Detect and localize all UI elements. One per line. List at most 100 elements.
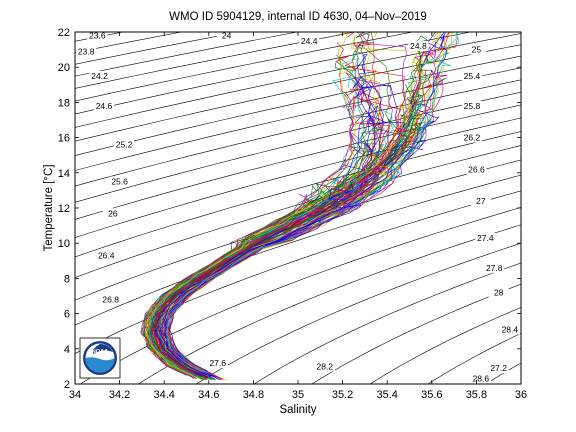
contour-label: 25 — [472, 45, 482, 55]
contour-label-bg — [87, 30, 108, 41]
contour-label-bg — [299, 35, 320, 46]
y-tick-label: 18 — [58, 97, 70, 109]
contour-label-bg — [216, 30, 237, 41]
contour-label-bg — [114, 139, 135, 150]
ts-profile-line — [166, 162, 406, 374]
ts-profile-line — [149, 54, 366, 381]
isopycnal-line — [195, 242, 521, 384]
isopycnal-line — [553, 0, 576, 419]
contour-label-bg — [499, 324, 520, 335]
ts-profile-line — [150, 167, 385, 377]
contour-label-bg — [93, 100, 114, 111]
contour-label: 28.4 — [502, 324, 519, 334]
contour-label-bg — [89, 71, 110, 81]
contour-label: 26.6 — [468, 164, 485, 174]
contour-label-bg — [470, 195, 491, 206]
contour-label-bg — [470, 373, 491, 384]
y-tick-label: 12 — [58, 203, 70, 215]
isopycnal-line — [75, 32, 357, 89]
contour-label-bg — [488, 287, 509, 298]
ts-profile-line — [158, 34, 448, 375]
contour-label: 26 — [108, 208, 118, 218]
contour-label-bg — [475, 232, 496, 243]
x-tick-label: 35.2 — [332, 389, 353, 401]
axes-ticks: 34 34.2 34.4 34.6 34.8 35 35.2 35.4 35.6 35.8 3624… — [58, 27, 527, 401]
x-axis-label: Salinity — [279, 404, 317, 416]
contour-label-bg — [314, 361, 335, 372]
isopycnal-line — [427, 332, 521, 384]
x-tick-label: 36 — [515, 389, 527, 401]
ts-profile-line — [153, 146, 414, 371]
contour-label: 24.6 — [96, 101, 113, 111]
contour-label-bg — [207, 357, 228, 368]
contour-label: 27.6 — [209, 358, 226, 368]
contour-label-bg — [76, 46, 97, 57]
isopycnal-line — [75, 33, 521, 128]
contour-label-bg — [466, 44, 487, 55]
y-tick-label: 2 — [64, 379, 70, 391]
isopycnal-line — [75, 32, 415, 102]
contour-label: 24 — [222, 31, 232, 41]
isopycnal-line — [137, 224, 521, 384]
ts-profile-line — [168, 193, 362, 372]
isopycnal-line — [75, 32, 299, 77]
contour-label-bg — [100, 294, 121, 305]
x-tick-label: 35.6 — [421, 389, 442, 401]
isopycnal-line — [0, 0, 83, 419]
contour-label: 23.8 — [78, 46, 95, 56]
isopycnal-line — [75, 55, 521, 156]
contour-label: 27.8 — [486, 263, 503, 273]
contour-label: 27 — [476, 196, 486, 206]
contour-label: 25.6 — [111, 177, 128, 187]
contour-label: 28 — [494, 287, 504, 297]
y-tick-label: 8 — [64, 273, 70, 285]
contour-label: 28.6 — [473, 374, 490, 384]
contour-label: 28.2 — [316, 361, 333, 371]
isopycnal-line — [75, 104, 521, 220]
ts-profile-line — [157, 183, 352, 374]
x-tick-label: 34.4 — [153, 389, 174, 401]
contour-label: 24.8 — [410, 41, 427, 51]
contour-label-bg — [461, 132, 482, 143]
y-tick-label: 10 — [58, 238, 70, 250]
contour-label-bg — [484, 262, 505, 273]
isopycnal-line — [253, 262, 521, 384]
contour-label-bg — [488, 363, 509, 374]
x-tick-label: 34.2 — [109, 389, 130, 401]
contour-label-bg — [109, 176, 130, 187]
y-tick-label: 22 — [58, 27, 70, 39]
isopycnal-line — [369, 307, 521, 384]
chart-title: WMO ID 5904129, internal ID 4630, 04–Nov… — [169, 11, 427, 23]
x-tick-label: 35 — [292, 389, 304, 401]
contour-label: 27.4 — [477, 233, 494, 243]
contour-label: 25.2 — [116, 140, 133, 150]
x-tick-label: 34.8 — [243, 389, 264, 401]
contour-label: 25.4 — [464, 71, 481, 81]
ts-profile-line — [145, 32, 357, 380]
ts-profile-line — [146, 57, 437, 372]
contour-label: 24.4 — [301, 36, 318, 46]
y-tick-label: 4 — [64, 344, 70, 356]
contour-label-bg — [102, 208, 123, 219]
y-tick-label: 6 — [64, 309, 70, 321]
isopycnal-line — [75, 131, 521, 258]
x-tick-label: 35.8 — [466, 389, 487, 401]
ts-profile-line — [161, 96, 402, 378]
contour-label: 26.8 — [102, 295, 119, 305]
contour-label: 26.4 — [98, 251, 115, 261]
y-tick-label: 14 — [58, 168, 70, 180]
contour-label: 24.2 — [91, 71, 108, 81]
plot-frame — [74, 31, 522, 385]
contour-label-bg — [461, 100, 482, 111]
noaa-logo-text: NOAA — [92, 349, 108, 355]
isopycnal-line — [75, 117, 521, 238]
ts-profile-line — [143, 193, 308, 379]
contour-label: 23.6 — [89, 31, 106, 41]
contour-label: 27.2 — [490, 363, 507, 373]
noaa-logo: NOAA — [79, 337, 121, 379]
contour-label-bg — [408, 41, 429, 52]
ts-profile-line — [144, 32, 441, 378]
contour-labels: 23.6 23.8 24 24.2 24.4 24.6 24.8 25 25.2 25.4 25.6… — [76, 30, 520, 384]
isopycnal-line — [75, 174, 521, 326]
